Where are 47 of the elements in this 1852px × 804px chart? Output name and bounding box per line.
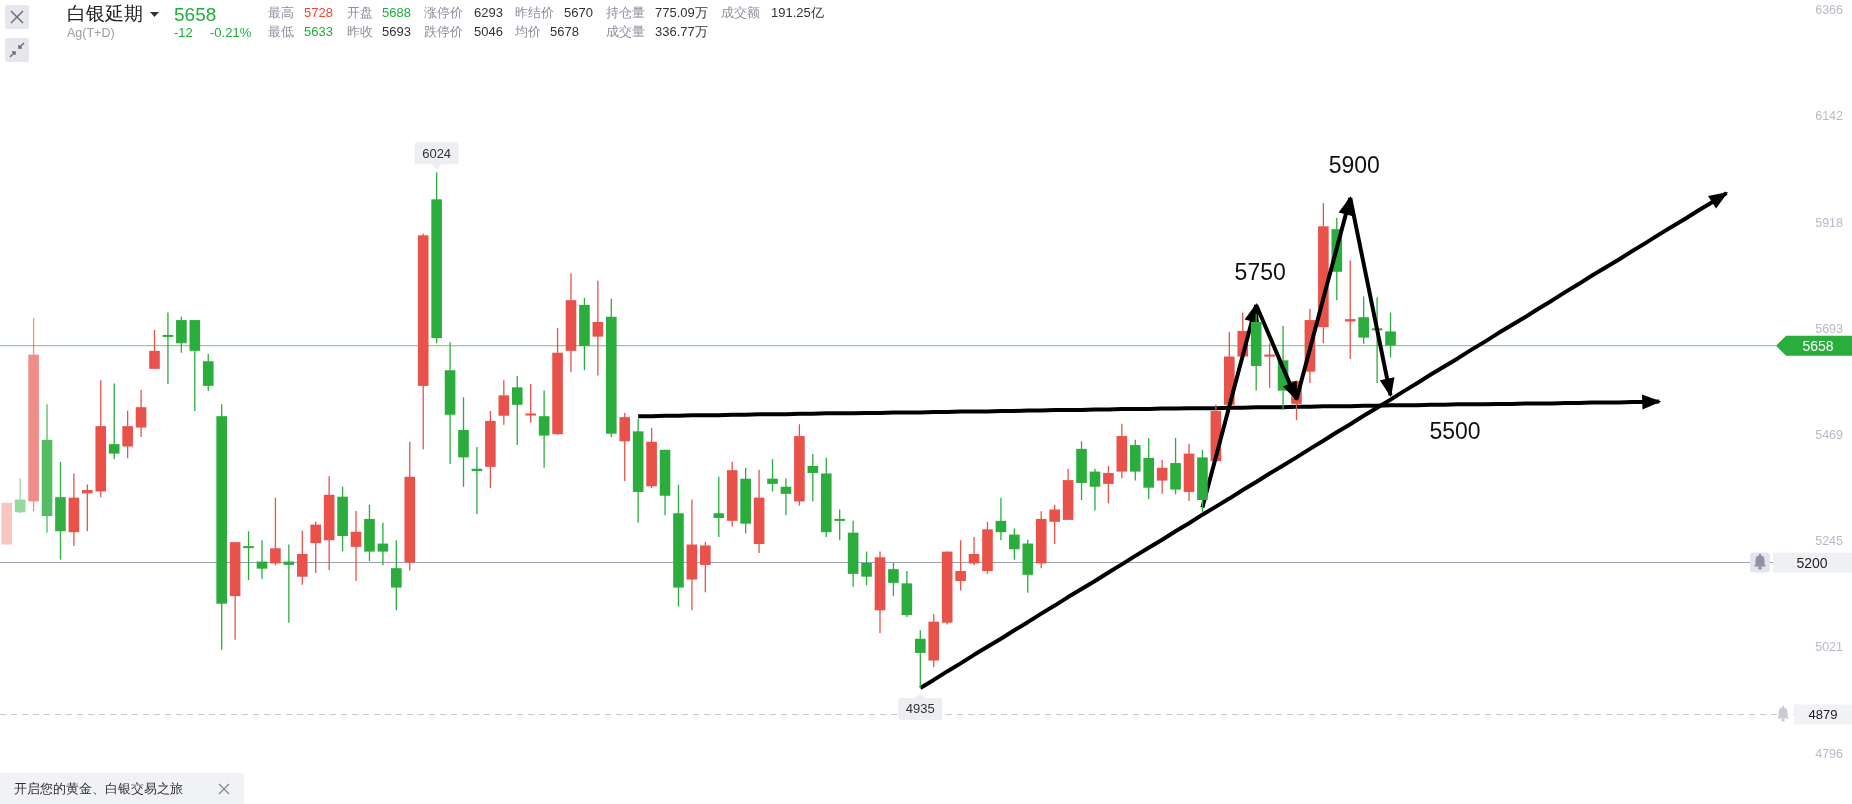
text: Ag(T+D) <box>67 26 115 40</box>
annotation: 191.25亿 <box>771 5 824 20</box>
y-tick-label: 5469 <box>1815 428 1844 443</box>
series-label: 5750 <box>1234 258 1286 285</box>
annotation: 开盘 <box>347 5 373 20</box>
reference-label: 5200 <box>1773 552 1852 573</box>
reference-label: 5658 <box>1776 335 1852 356</box>
annotation: 5670 <box>564 5 593 20</box>
annotation: 4935 <box>905 701 935 717</box>
annotation: 最高 <box>268 5 294 20</box>
annotation: 均价 <box>514 24 541 39</box>
annotation: 涨停价 <box>424 5 463 20</box>
annotation: 5688 <box>382 5 411 20</box>
annotation: 5728 <box>304 5 333 20</box>
series-label: 5900 <box>1328 151 1380 178</box>
annotation: 336.77万 <box>655 24 708 39</box>
ref-line-label: 5200 <box>1796 554 1828 571</box>
reference-label: 4879 <box>1794 704 1852 725</box>
banner: 开启您的黄金、白银交易之旅 <box>0 773 244 804</box>
ref-line-label: 4879 <box>1808 707 1838 722</box>
annotation: 5693 <box>382 24 411 39</box>
annotation: 最低 <box>268 24 294 39</box>
annotation: 775.09万 <box>655 5 708 20</box>
annotation: 5658 <box>174 4 217 25</box>
annotation: 成交额 <box>721 5 760 20</box>
chart-title: 白银延期 <box>67 3 143 24</box>
annotation: 昨收 <box>347 24 373 39</box>
annotation: 持仓量 <box>606 5 645 20</box>
annotation: 6024 <box>422 145 452 161</box>
annotation: 6293 <box>474 5 503 20</box>
annotation: -12 <box>174 25 193 40</box>
annotation: 5046 <box>474 24 503 39</box>
annotation: -0.21% <box>210 25 252 40</box>
y-tick-label: 5693 <box>1815 322 1844 337</box>
y-tick-label: 6366 <box>1815 3 1844 18</box>
annotation: 5678 <box>550 24 579 39</box>
annotation: 跌停价 <box>424 24 463 39</box>
annotation: 昨结价 <box>515 5 554 20</box>
y-tick-label: 5021 <box>1815 640 1844 655</box>
y-tick-label: 5918 <box>1815 215 1844 230</box>
y-tick-label: 6142 <box>1815 109 1844 124</box>
series-label: 5500 <box>1429 417 1481 444</box>
y-tick-label: 4796 <box>1815 746 1844 761</box>
annotation: 成交量 <box>606 24 645 39</box>
ref-line-label: 5658 <box>1802 337 1834 354</box>
annotation: 5633 <box>304 24 333 39</box>
y-tick-label: 5245 <box>1815 534 1844 549</box>
